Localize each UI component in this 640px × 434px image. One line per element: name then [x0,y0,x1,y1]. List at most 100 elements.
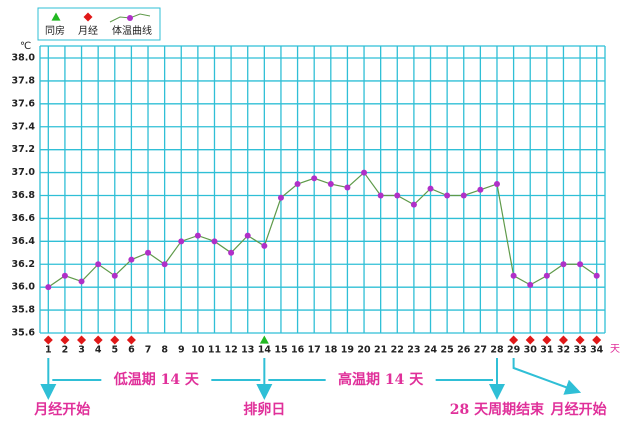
x-tick-label: 6 [128,345,135,356]
x-tick-label: 12 [224,345,237,356]
x-unit: 天 [610,344,620,355]
y-tick-label: 37.4 [12,121,36,132]
legend-label: 同房 [45,24,65,37]
event-marker [542,335,552,345]
annotation: 月经开始 [33,401,90,418]
x-tick-label: 11 [208,345,221,356]
annotation: 排卵日 [243,401,285,418]
temperature-point [543,272,550,279]
phase-bg [325,370,436,390]
temperature-point [311,175,318,182]
temperature-point [61,272,68,279]
temperature-point [327,181,334,188]
y-tick-label: 37.0 [12,167,36,178]
temperature-point [510,272,517,279]
x-tick-label: 25 [441,345,454,356]
event-marker [558,335,568,345]
x-tick-label: 7 [145,345,152,356]
y-tick-label: 37.8 [12,75,36,86]
x-tick-label: 2 [62,345,69,356]
x-tick-label: 31 [540,345,553,356]
x-tick-label: 16 [291,345,305,356]
x-tick-label: 1 [45,345,52,356]
y-tick-label: 36.8 [12,190,36,201]
x-tick-label: 28 [490,345,504,356]
event-marker [525,335,535,345]
phase-label: 低温期 14 天 [113,371,200,388]
temperature-point [161,261,168,268]
x-tick-label: 13 [241,345,254,356]
temperature-point [261,242,268,249]
x-tick-label: 9 [178,345,185,356]
temperature-point [294,181,301,188]
x-tick-label: 30 [524,345,538,356]
temperature-point [344,184,351,191]
y-tick-label: 36.0 [12,282,36,293]
x-tick-label: 29 [507,345,520,356]
x-tick-label: 22 [391,345,404,356]
x-tick-label: 19 [341,345,354,356]
x-tick-label: 18 [324,345,338,356]
x-tick-label: 3 [78,345,85,356]
annotation: 月经开始 [550,401,607,418]
y-tick-label: 36.6 [12,213,36,224]
legend-symbol [83,12,93,22]
temperature-point [178,238,185,245]
temperature-point [394,192,401,199]
x-tick-label: 17 [308,345,321,356]
x-tick-label: 34 [590,345,604,356]
legend-label: 月经 [78,24,98,37]
annotation: 28 天周期结束 [450,401,545,418]
temperature-point [527,281,534,288]
event-marker [126,335,136,345]
x-tick-label: 24 [424,345,438,356]
temperature-point [228,249,235,256]
temperature-point [410,201,417,208]
temperature-point [427,185,434,192]
x-tick-label: 33 [573,345,586,356]
x-tick-label: 8 [161,345,168,356]
x-tick-label: 27 [474,345,487,356]
arrow [512,358,582,395]
temperature-line [47,171,598,288]
event-marker [509,335,519,345]
phase-label: 高温期 14 天 [338,371,424,388]
x-tick-label: 20 [357,345,371,356]
x-tick-label: 5 [111,345,118,356]
x-tick-label: 26 [457,345,471,356]
temperature-point [444,192,451,199]
event-marker [43,335,53,345]
legend-symbol [51,12,61,21]
temperature-point [577,261,584,268]
event-marker [259,335,269,344]
legend-label: 体温曲线 [112,24,152,37]
x-tick-label: 14 [258,345,272,356]
y-tick-label: 35.8 [12,305,36,316]
temperature-point [78,278,85,285]
temperature-point [244,232,251,239]
temperature-point [377,192,384,199]
x-tick-label: 32 [557,345,570,356]
y-tick-label: 37.6 [12,98,36,109]
temperature-point [194,232,201,239]
y-tick-label: 35.6 [12,328,36,339]
x-tick-label: 21 [374,345,387,356]
x-tick-label: 10 [191,345,205,356]
temperature-point [145,249,152,256]
temperature-point [277,194,284,201]
y-unit: ℃ [20,41,31,52]
event-marker [77,335,87,345]
y-tick-label: 36.2 [12,259,35,270]
temperature-point [477,186,484,193]
phase-bg [101,370,212,390]
event-marker [110,335,120,345]
x-tick-label: 23 [407,345,420,356]
temperature-point [128,256,135,263]
event-marker [575,335,585,345]
x-tick-label: 15 [274,345,287,356]
temperature-point [95,261,102,268]
event-marker [592,335,602,345]
temperature-point [45,284,52,291]
y-tick-label: 37.2 [12,144,35,155]
